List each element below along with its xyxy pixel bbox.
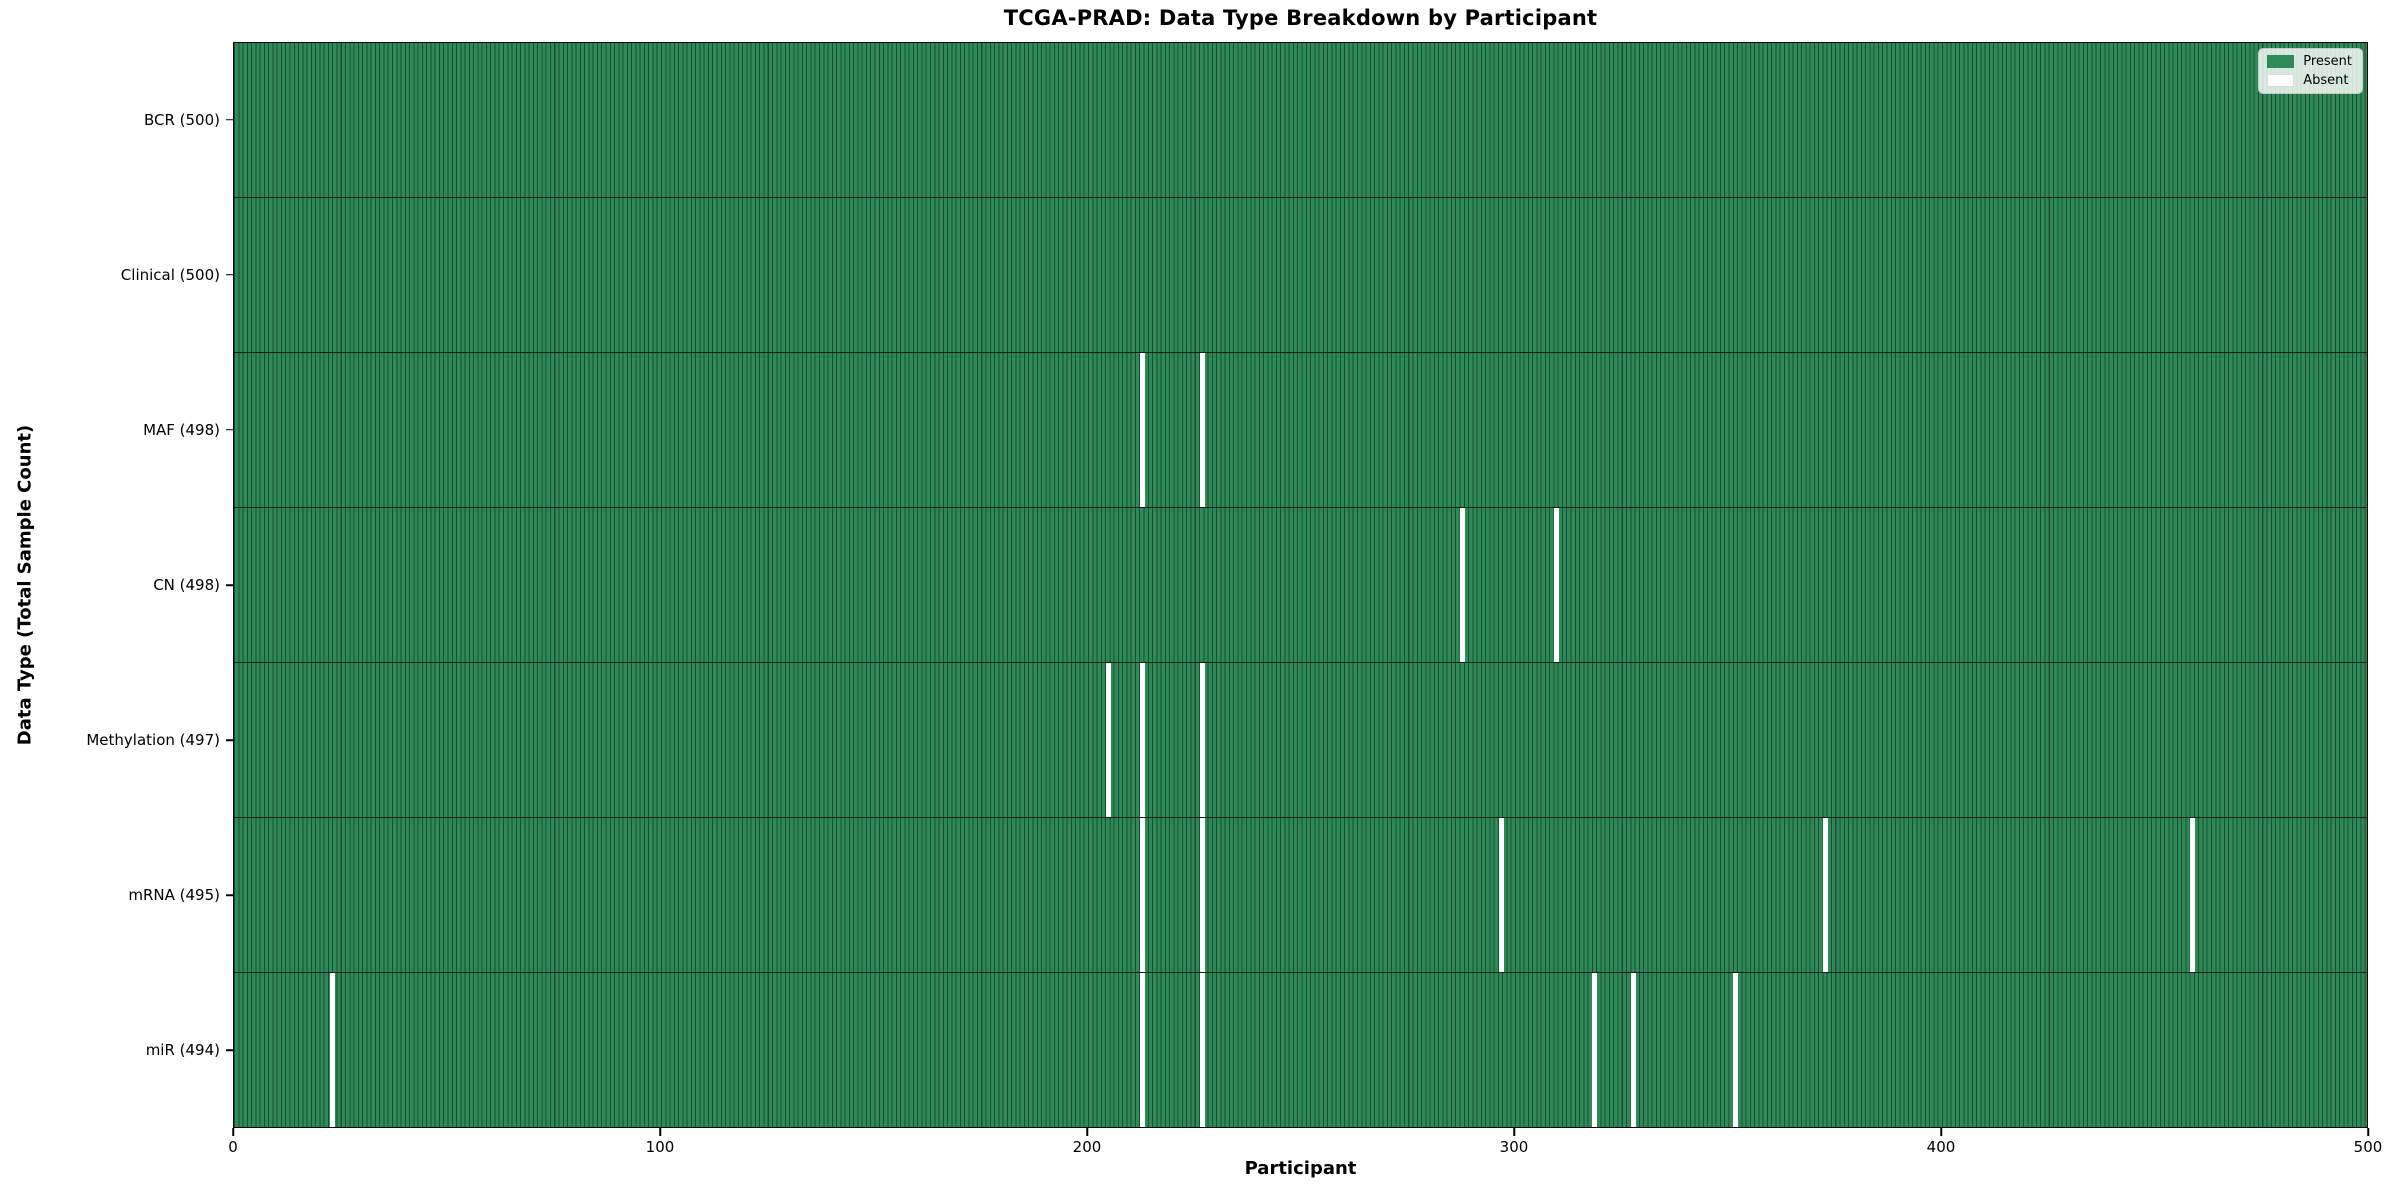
absent-gap-p213 — [1140, 663, 1146, 817]
x-tick-mark — [1513, 1128, 1515, 1136]
x-tick-label: 100 — [645, 1138, 675, 1156]
x-tick-mark — [232, 1128, 234, 1136]
absent-gap-p205 — [1106, 663, 1112, 817]
y-tick-mark — [226, 584, 233, 586]
absent-gap-p227 — [1199, 818, 1205, 972]
row-band-mir — [234, 972, 2367, 1127]
row-band-cn — [234, 507, 2367, 662]
present-swatch-icon — [2267, 55, 2295, 68]
absent-gap-p23 — [329, 973, 335, 1127]
absent-gap-p352 — [1733, 973, 1739, 1127]
legend-item-absent: Absent — [2267, 74, 2352, 87]
x-tick-label: 0 — [228, 1138, 238, 1156]
absent-gap-p373 — [1822, 818, 1828, 972]
y-tick-mark — [226, 118, 233, 121]
x-tick-label: 500 — [2353, 1138, 2383, 1156]
x-tick-mark — [659, 1128, 661, 1136]
absent-gap-p227 — [1199, 663, 1205, 817]
y-tick-mark — [226, 739, 233, 741]
legend: Present Absent — [2258, 48, 2363, 94]
row-band-clinical — [234, 197, 2367, 352]
x-tick-label: 300 — [1499, 1138, 1529, 1156]
legend-label-present: Present — [2303, 54, 2352, 69]
row-band-mrna — [234, 817, 2367, 972]
absent-gap-p319 — [1592, 973, 1598, 1127]
absent-gap-p297 — [1498, 818, 1504, 972]
chart-title: TCGA-PRAD: Data Type Breakdown by Partic… — [1003, 6, 1598, 30]
legend-item-present: Present — [2267, 55, 2352, 68]
absent-swatch-icon — [2267, 74, 2295, 87]
x-tick-mark — [2367, 1128, 2369, 1136]
row-band-methylation — [234, 662, 2367, 817]
y-tick-mark — [226, 894, 233, 897]
legend-label-absent: Absent — [2303, 73, 2349, 88]
y-tick-label: mRNA (495) — [128, 886, 220, 905]
y-tick-label: BCR (500) — [143, 110, 220, 129]
y-tick-label: Clinical (500) — [120, 265, 220, 284]
absent-gap-p213 — [1140, 353, 1146, 507]
absent-gap-p459 — [2189, 818, 2195, 972]
absent-gap-p328 — [1630, 973, 1636, 1127]
row-band-maf — [234, 352, 2367, 507]
y-axis-label: Data Type (Total Sample Count) — [14, 424, 36, 746]
plot-area: Present Absent — [233, 42, 2368, 1128]
y-tick-label: miR (494) — [145, 1041, 220, 1060]
x-tick-mark — [1086, 1128, 1088, 1136]
row-bands-container — [234, 43, 2367, 1127]
y-tick-mark — [226, 1049, 233, 1052]
y-tick-mark — [226, 429, 233, 431]
x-tick-mark — [1940, 1128, 1942, 1136]
absent-gap-p213 — [1140, 973, 1146, 1127]
x-tick-label: 200 — [1072, 1138, 1102, 1156]
y-tick-mark — [226, 273, 233, 276]
x-tick-label: 400 — [1926, 1138, 1956, 1156]
absent-gap-p310 — [1553, 508, 1559, 662]
absent-gap-p213 — [1140, 818, 1146, 972]
absent-gap-p288 — [1460, 508, 1466, 662]
absent-gap-p227 — [1199, 973, 1205, 1127]
x-axis-label: Participant — [1244, 1158, 1357, 1179]
row-band-bcr — [234, 43, 2367, 197]
absent-gap-p227 — [1199, 353, 1205, 507]
